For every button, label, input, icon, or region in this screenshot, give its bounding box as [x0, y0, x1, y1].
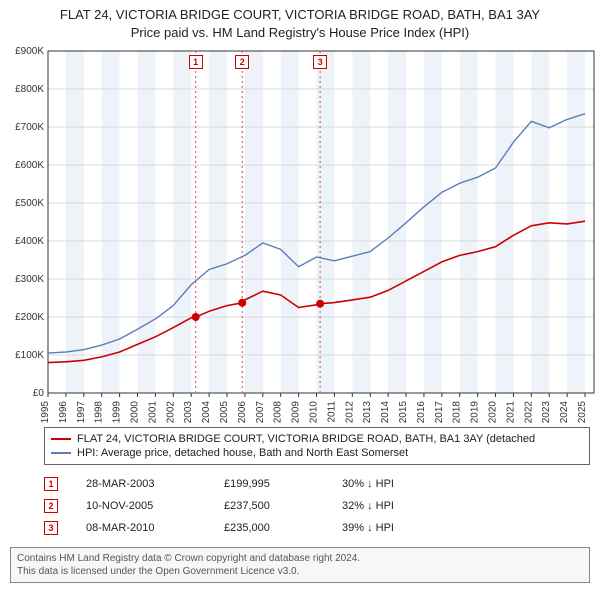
title-line2: Price paid vs. HM Land Registry's House … [4, 24, 596, 42]
svg-text:2002: 2002 [165, 401, 176, 423]
sale-diff: 39% ↓ HPI [342, 522, 432, 534]
sale-marker-label: 2 [235, 55, 249, 69]
svg-text:2015: 2015 [398, 401, 409, 423]
svg-text:2005: 2005 [219, 401, 230, 423]
svg-text:2025: 2025 [577, 401, 588, 423]
svg-text:2014: 2014 [380, 401, 391, 423]
svg-text:1995: 1995 [40, 401, 51, 423]
sale-diff: 32% ↓ HPI [342, 500, 432, 512]
svg-text:1997: 1997 [76, 401, 87, 423]
svg-text:2004: 2004 [201, 401, 212, 423]
svg-text:2016: 2016 [416, 401, 427, 423]
chart-title: FLAT 24, VICTORIA BRIDGE COURT, VICTORIA… [0, 0, 600, 43]
svg-text:£700K: £700K [15, 122, 44, 133]
svg-text:£0: £0 [33, 388, 45, 399]
svg-text:£800K: £800K [15, 84, 44, 95]
sale-price: £235,000 [224, 522, 314, 534]
legend-item: FLAT 24, VICTORIA BRIDGE COURT, VICTORIA… [51, 432, 583, 446]
svg-text:2020: 2020 [488, 401, 499, 423]
svg-text:2007: 2007 [255, 401, 266, 423]
svg-text:2013: 2013 [362, 401, 373, 423]
svg-text:£100K: £100K [15, 350, 44, 361]
legend-label: HPI: Average price, detached house, Bath… [77, 447, 408, 459]
footer-line2: This data is licensed under the Open Gov… [17, 565, 583, 578]
legend-label: FLAT 24, VICTORIA BRIDGE COURT, VICTORIA… [77, 433, 535, 445]
svg-text:2001: 2001 [147, 401, 158, 423]
svg-text:2006: 2006 [237, 401, 248, 423]
legend: FLAT 24, VICTORIA BRIDGE COURT, VICTORIA… [44, 427, 590, 465]
svg-text:2003: 2003 [183, 401, 194, 423]
sale-badge: 1 [44, 477, 58, 491]
sale-badge: 3 [44, 521, 58, 535]
legend-swatch [51, 438, 71, 440]
svg-text:£200K: £200K [15, 312, 44, 323]
svg-text:£300K: £300K [15, 274, 44, 285]
svg-text:2010: 2010 [309, 401, 320, 423]
svg-text:£500K: £500K [15, 198, 44, 209]
svg-text:£400K: £400K [15, 236, 44, 247]
svg-text:2000: 2000 [130, 401, 141, 423]
sale-date: 08-MAR-2010 [86, 522, 196, 534]
svg-text:2021: 2021 [505, 401, 516, 423]
sale-marker-label: 1 [189, 55, 203, 69]
sale-row: 3 08-MAR-2010 £235,000 39% ↓ HPI [44, 517, 590, 539]
sale-row: 2 10-NOV-2005 £237,500 32% ↓ HPI [44, 495, 590, 517]
svg-text:1998: 1998 [94, 401, 105, 423]
attribution-footer: Contains HM Land Registry data © Crown c… [10, 547, 590, 583]
sale-date: 10-NOV-2005 [86, 500, 196, 512]
sale-row: 1 28-MAR-2003 £199,995 30% ↓ HPI [44, 473, 590, 495]
legend-item: HPI: Average price, detached house, Bath… [51, 446, 583, 460]
svg-text:1996: 1996 [58, 401, 69, 423]
svg-text:£600K: £600K [15, 160, 44, 171]
sale-price: £199,995 [224, 478, 314, 490]
svg-text:2008: 2008 [273, 401, 284, 423]
sale-badge: 2 [44, 499, 58, 513]
svg-text:2011: 2011 [326, 401, 337, 423]
sales-table: 1 28-MAR-2003 £199,995 30% ↓ HPI 2 10-NOV-200… [44, 473, 590, 539]
svg-text:2012: 2012 [344, 401, 355, 423]
svg-text:2017: 2017 [434, 401, 445, 423]
svg-text:2023: 2023 [541, 401, 552, 423]
svg-text:2009: 2009 [291, 401, 302, 423]
chart-svg: £0 £100K £200K £300K £400K £500K £600K £700K £80… [0, 43, 600, 423]
footer-line1: Contains HM Land Registry data © Crown c… [17, 552, 583, 565]
sale-marker-label: 3 [313, 55, 327, 69]
title-line1: FLAT 24, VICTORIA BRIDGE COURT, VICTORIA… [4, 6, 596, 24]
svg-text:1999: 1999 [112, 401, 123, 423]
svg-text:2018: 2018 [452, 401, 463, 423]
price-chart: £0 £100K £200K £300K £400K £500K £600K £700K £80… [0, 43, 600, 423]
svg-text:2019: 2019 [470, 401, 481, 423]
svg-text:£900K: £900K [15, 46, 44, 57]
svg-text:2022: 2022 [523, 401, 534, 423]
legend-swatch [51, 452, 71, 454]
sale-diff: 30% ↓ HPI [342, 478, 432, 490]
svg-text:2024: 2024 [559, 401, 570, 423]
sale-price: £237,500 [224, 500, 314, 512]
sale-date: 28-MAR-2003 [86, 478, 196, 490]
